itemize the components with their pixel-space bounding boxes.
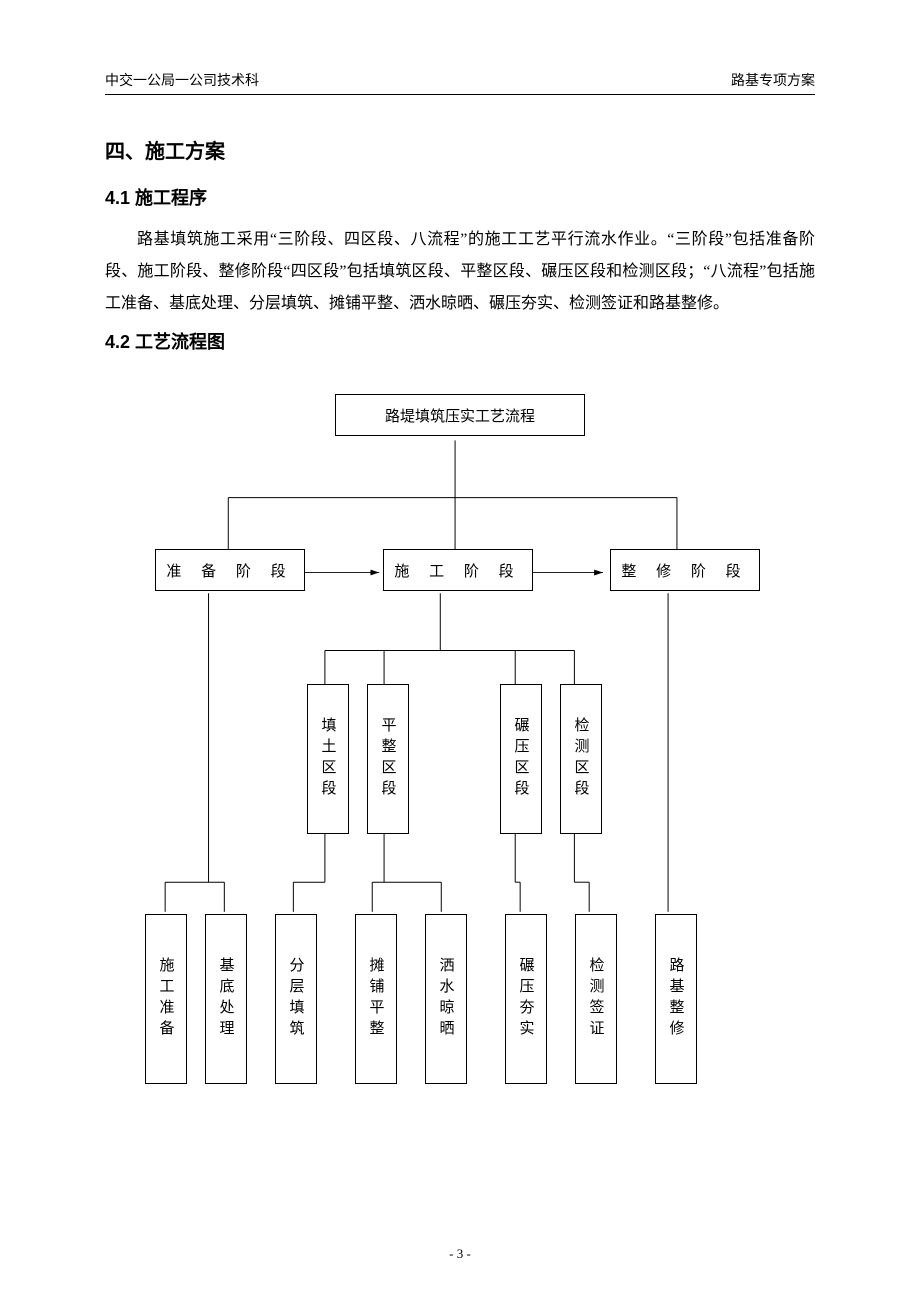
header-right: 路基专项方案	[731, 70, 815, 90]
proc-box-waterdry: 洒水晾晒	[425, 914, 467, 1084]
stage-label: 施 工 阶 段	[394, 560, 521, 581]
proc-label: 路基整修	[666, 947, 687, 1051]
proc-box-base: 基底处理	[205, 914, 247, 1084]
flowchart-root-box: 路堤填筑压实工艺流程	[335, 394, 585, 436]
proc-label: 检测签证	[586, 947, 607, 1051]
zone-box-compact: 碾压区段	[500, 684, 542, 834]
proc-box-prepare: 施工准备	[145, 914, 187, 1084]
proc-label: 洒水晾晒	[436, 947, 457, 1051]
zone-label: 碾压区段	[511, 707, 532, 811]
proc-label: 分层填筑	[286, 947, 307, 1051]
zone-box-level: 平整区段	[367, 684, 409, 834]
stage-box-prepare: 准 备 阶 段	[155, 549, 305, 591]
stage-label: 整 修 阶 段	[621, 560, 748, 581]
proc-box-compact: 碾压夯实	[505, 914, 547, 1084]
page: 中交一公局一公司技术科 路基专项方案 四、施工方案 4.1 施工程序 路基填筑施…	[0, 0, 920, 1302]
page-header: 中交一公局一公司技术科 路基专项方案	[105, 70, 815, 95]
zone-label: 填土区段	[318, 707, 339, 811]
proc-box-layerfill: 分层填筑	[275, 914, 317, 1084]
page-footer: - 3 -	[0, 1246, 920, 1262]
proc-box-spread: 摊铺平整	[355, 914, 397, 1084]
proc-box-roadrepair: 路基整修	[655, 914, 697, 1084]
subsection-4-1-paragraph: 路基填筑施工采用“三阶段、四区段、八流程”的施工工艺平行流水作业。“三阶段”包括…	[105, 224, 815, 320]
proc-label: 碾压夯实	[516, 947, 537, 1051]
subsection-4-1-title: 4.1 施工程序	[105, 184, 815, 210]
section-title: 四、施工方案	[105, 135, 815, 164]
stage-label: 准 备 阶 段	[166, 560, 293, 581]
flowchart-root-label: 路堤填筑压实工艺流程	[385, 405, 535, 426]
proc-label: 施工准备	[156, 947, 177, 1051]
stage-box-construct: 施 工 阶 段	[383, 549, 533, 591]
proc-label: 基底处理	[216, 947, 237, 1051]
subsection-4-2-title: 4.2 工艺流程图	[105, 328, 815, 354]
zone-label: 检测区段	[571, 707, 592, 811]
proc-box-inspectsign: 检测签证	[575, 914, 617, 1084]
zone-box-inspect: 检测区段	[560, 684, 602, 834]
stage-box-repair: 整 修 阶 段	[610, 549, 760, 591]
header-left: 中交一公局一公司技术科	[105, 70, 259, 90]
zone-label: 平整区段	[378, 707, 399, 811]
flowchart: 路堤填筑压实工艺流程 准 备 阶 段 施 工 阶 段 整 修 阶 段 填土区段 …	[105, 394, 815, 1114]
zone-box-fill: 填土区段	[307, 684, 349, 834]
proc-label: 摊铺平整	[366, 947, 387, 1051]
